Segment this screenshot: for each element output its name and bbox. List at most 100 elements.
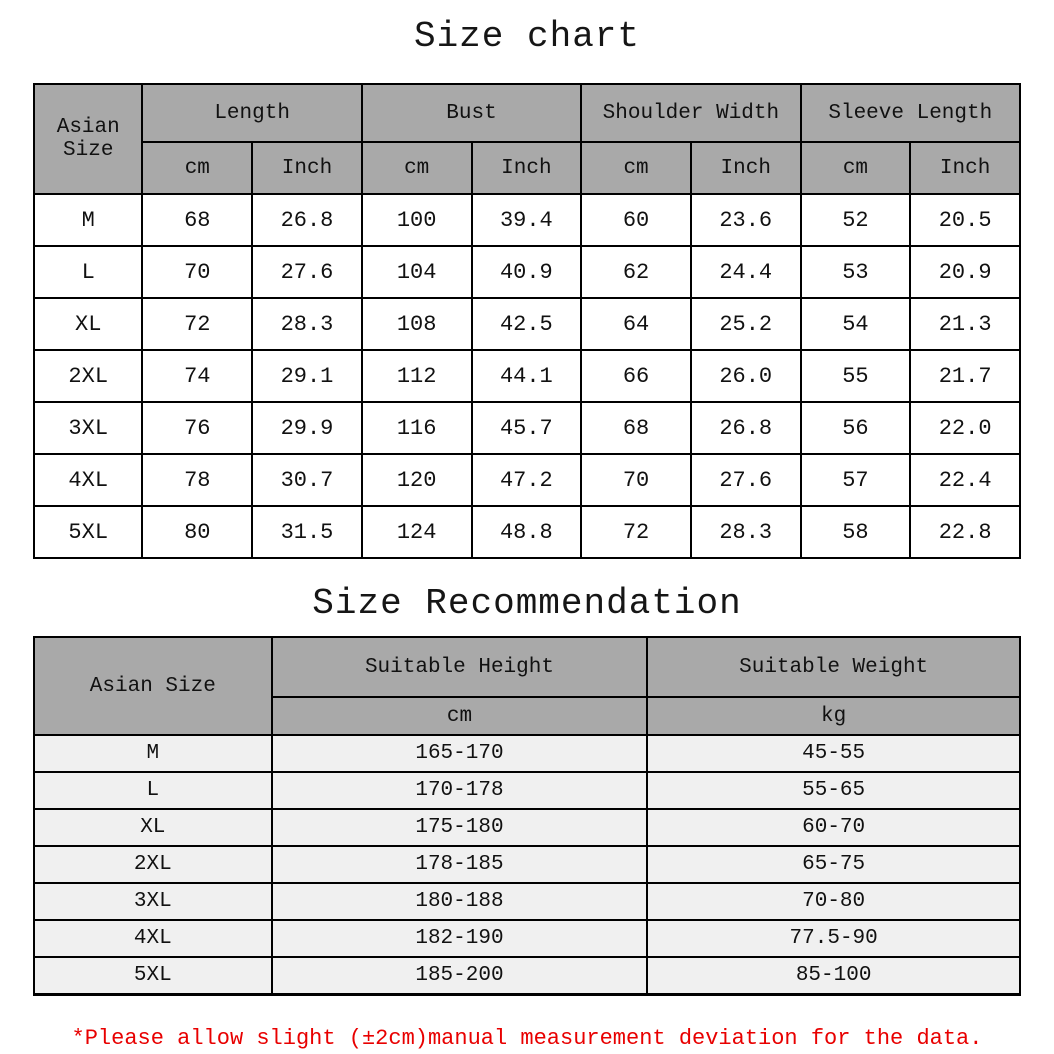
cell: 180-188 xyxy=(270,882,649,921)
cell: 31.5 xyxy=(251,505,363,559)
cell: 112 xyxy=(360,349,473,403)
cell: 72 xyxy=(580,505,692,559)
cell: 104 xyxy=(360,245,473,299)
cell: 27.6 xyxy=(251,245,363,299)
cell: 24.4 xyxy=(689,245,802,299)
unit-header: cm xyxy=(141,141,254,195)
cell: 29.9 xyxy=(251,401,363,455)
cell: 77.5-90 xyxy=(646,919,1021,958)
cell: 108 xyxy=(360,297,473,351)
cell: 44.1 xyxy=(470,349,583,403)
cell: 70 xyxy=(141,245,254,299)
table-row: 2XL 74 29.1 112 44.1 66 26.0 55 21.7 xyxy=(32,349,1021,403)
unit-header: Inch xyxy=(470,141,583,195)
unit-header: kg xyxy=(646,696,1021,736)
cell: 58 xyxy=(799,505,912,559)
cell: 185-200 xyxy=(270,956,649,996)
cell: 170-178 xyxy=(270,771,649,810)
cell: 85-100 xyxy=(646,956,1021,996)
cell: 22.4 xyxy=(909,453,1021,507)
size-label: 5XL xyxy=(33,956,273,996)
cell: 45-55 xyxy=(646,734,1021,773)
cell: 28.3 xyxy=(689,505,802,559)
cell: 55-65 xyxy=(646,771,1021,810)
cell: 25.2 xyxy=(689,297,802,351)
table-row: 5XL 80 31.5 124 48.8 72 28.3 58 22.8 xyxy=(32,505,1021,559)
cell: 42.5 xyxy=(470,297,583,351)
measurement-deviation-note: *Please allow slight (±2cm)manual measur… xyxy=(71,1026,983,1051)
cell: 57 xyxy=(799,453,912,507)
table-row: 2XL 178-185 65-75 xyxy=(33,845,1021,884)
cell: 40.9 xyxy=(470,245,583,299)
table-row: 4XL 182-190 77.5-90 xyxy=(33,919,1021,958)
size-rec-group-weight: Suitable Weight xyxy=(646,636,1021,698)
size-label: 4XL xyxy=(32,453,144,507)
size-label: XL xyxy=(33,808,273,847)
size-label: 4XL xyxy=(33,919,273,958)
table-row: M 165-170 45-55 xyxy=(33,734,1021,773)
size-label: 3XL xyxy=(33,882,273,921)
cell: 80 xyxy=(141,505,254,559)
cell: 66 xyxy=(580,349,692,403)
unit-header: Inch xyxy=(689,141,802,195)
size-recommendation-title: Size Recommendation xyxy=(312,583,742,624)
size-label: L xyxy=(32,245,144,299)
cell: 26.0 xyxy=(689,349,802,403)
cell: 68 xyxy=(580,401,692,455)
size-chart-header-group-row: Asian Size Length Bust Shoulder Width Sl… xyxy=(32,83,1022,195)
size-label: M xyxy=(33,734,273,773)
cell: 70 xyxy=(580,453,692,507)
cell: 27.6 xyxy=(689,453,802,507)
size-chart-group-bust: Bust xyxy=(360,83,583,143)
size-chart-corner-header: Asian Size xyxy=(32,83,144,195)
cell: 54 xyxy=(799,297,912,351)
size-label: M xyxy=(32,193,144,247)
cell: 116 xyxy=(360,401,473,455)
size-rec-corner-header: Asian Size xyxy=(33,636,273,736)
size-rec-header-unit-row: cm kg xyxy=(34,696,1021,736)
cell: 100 xyxy=(360,193,473,247)
table-row: 4XL 78 30.7 120 47.2 70 27.6 57 22.4 xyxy=(32,453,1021,507)
cell: 29.1 xyxy=(251,349,363,403)
size-label: 2XL xyxy=(32,349,144,403)
table-row: M 68 26.8 100 39.4 60 23.6 52 20.5 xyxy=(32,193,1021,247)
size-chart-group-sleeve-length: Sleeve Length xyxy=(799,83,1022,143)
size-rec-header-group-row: Asian Size Suitable Height Suitable Weig… xyxy=(33,636,1021,736)
table-row: L 170-178 55-65 xyxy=(33,771,1021,810)
cell: 55 xyxy=(799,349,912,403)
size-label: 5XL xyxy=(32,505,144,559)
cell: 30.7 xyxy=(251,453,363,507)
size-chart-header-unit-row: cm Inch cm Inch cm Inch cm Inch xyxy=(34,141,1021,195)
unit-header: cm xyxy=(580,141,692,195)
cell: 120 xyxy=(360,453,473,507)
cell: 52 xyxy=(799,193,912,247)
cell: 60-70 xyxy=(646,808,1021,847)
cell: 22.8 xyxy=(909,505,1021,559)
cell: 28.3 xyxy=(251,297,363,351)
table-row: XL 175-180 60-70 xyxy=(33,808,1021,847)
table-row: L 70 27.6 104 40.9 62 24.4 53 20.9 xyxy=(32,245,1021,299)
cell: 74 xyxy=(141,349,254,403)
size-label: XL xyxy=(32,297,144,351)
cell: 124 xyxy=(360,505,473,559)
cell: 60 xyxy=(580,193,692,247)
size-rec-group-height: Suitable Height xyxy=(270,636,649,698)
cell: 65-75 xyxy=(646,845,1021,884)
table-row: XL 72 28.3 108 42.5 64 25.2 54 21.3 xyxy=(32,297,1021,351)
cell: 68 xyxy=(141,193,254,247)
unit-header: Inch xyxy=(251,141,363,195)
size-label: 2XL xyxy=(33,845,273,884)
unit-header: cm xyxy=(799,141,912,195)
cell: 39.4 xyxy=(470,193,583,247)
unit-header: cm xyxy=(270,696,649,736)
cell: 64 xyxy=(580,297,692,351)
cell: 45.7 xyxy=(470,401,583,455)
unit-header: cm xyxy=(360,141,473,195)
cell: 76 xyxy=(141,401,254,455)
cell: 175-180 xyxy=(270,808,649,847)
size-chart-table: Asian Size Length Bust Shoulder Width Sl… xyxy=(32,83,1022,559)
cell: 72 xyxy=(141,297,254,351)
table-row: 3XL 76 29.9 116 45.7 68 26.8 56 22.0 xyxy=(32,401,1021,455)
cell: 53 xyxy=(799,245,912,299)
cell: 20.5 xyxy=(909,193,1021,247)
